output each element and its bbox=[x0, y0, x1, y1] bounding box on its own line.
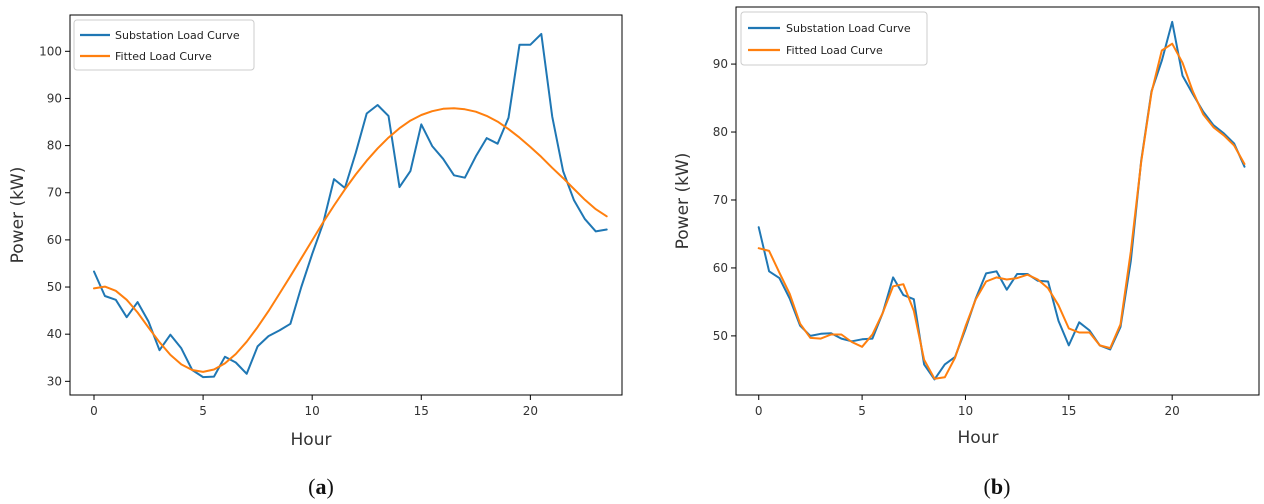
y-tick-label: 80 bbox=[713, 125, 728, 139]
x-axis-title: Hour bbox=[958, 428, 999, 448]
legend: Substation Load Curve Fitted Load Curve bbox=[740, 11, 928, 66]
legend-label-substation: Substation Load Curve bbox=[115, 29, 240, 42]
x-tick-label: 20 bbox=[523, 404, 538, 418]
y-tick-label: 50 bbox=[47, 280, 62, 294]
plot-frame bbox=[735, 6, 1260, 396]
legend-label-fitted: Fitted Load Curve bbox=[115, 50, 212, 63]
legend: Substation Load Curve Fitted Load Curve bbox=[73, 19, 255, 71]
legend-label-substation: Substation Load Curve bbox=[786, 22, 911, 35]
series-line-fitted-load bbox=[757, 42, 1246, 380]
x-tick-label: 20 bbox=[1165, 404, 1180, 418]
y-tick-label: 30 bbox=[47, 374, 62, 388]
x-tick-label: 15 bbox=[414, 404, 429, 418]
legend-label-fitted: Fitted Load Curve bbox=[786, 44, 883, 57]
y-tick-label: 90 bbox=[713, 57, 728, 71]
axis-ticks: 0 5 10 15 20 30 40 50 60 70 80 90 100 bbox=[39, 44, 538, 418]
y-tick-label: 90 bbox=[47, 91, 62, 105]
series-line-fitted-load bbox=[93, 107, 608, 373]
y-axis-title: Power (kW) bbox=[673, 153, 693, 250]
y-tick-label: 80 bbox=[47, 139, 62, 153]
y-tick-label: 40 bbox=[47, 327, 62, 341]
y-tick-label: 70 bbox=[713, 193, 728, 207]
y-tick-label: 50 bbox=[713, 329, 728, 343]
panel-label-open: ( bbox=[984, 474, 991, 499]
plot-frame bbox=[69, 14, 623, 396]
panel-label-letter: b bbox=[991, 474, 1003, 499]
x-tick-label: 15 bbox=[1061, 404, 1076, 418]
panel-label-letter: a bbox=[316, 474, 327, 499]
series-line-substation-load bbox=[93, 32, 608, 379]
legend-box bbox=[73, 19, 255, 71]
series-line-substation-load bbox=[757, 20, 1246, 381]
x-tick-label: 5 bbox=[858, 404, 866, 418]
x-tick-label: 5 bbox=[199, 404, 207, 418]
panel-label-close: ) bbox=[1003, 474, 1010, 499]
panel-label-b: (b) bbox=[984, 474, 1011, 499]
axis-ticks: 0 5 10 15 20 50 60 70 80 90 bbox=[713, 57, 1180, 418]
legend-box bbox=[740, 11, 928, 66]
series-lines bbox=[757, 20, 1246, 381]
series-lines bbox=[93, 32, 608, 379]
panel-label-close: ) bbox=[327, 474, 334, 499]
y-axis-title: Power (kW) bbox=[8, 167, 28, 264]
y-tick-label: 70 bbox=[47, 186, 62, 200]
chart-panel-a: 0 5 10 15 20 30 40 50 60 70 80 90 100 Substation Loa… bbox=[8, 14, 623, 499]
x-tick-label: 10 bbox=[305, 404, 320, 418]
x-tick-label: 0 bbox=[90, 404, 98, 418]
panel-label-a: (a) bbox=[308, 474, 334, 499]
x-axis-title: Hour bbox=[291, 430, 332, 450]
panel-label-open: ( bbox=[308, 474, 315, 499]
y-tick-label: 60 bbox=[47, 233, 62, 247]
x-tick-label: 0 bbox=[755, 404, 763, 418]
x-tick-label: 10 bbox=[958, 404, 973, 418]
y-tick-label: 60 bbox=[713, 261, 728, 275]
chart-panel-b: 0 5 10 15 20 50 60 70 80 90 Substation Load Curve… bbox=[673, 6, 1260, 499]
y-tick-label: 100 bbox=[39, 44, 62, 58]
